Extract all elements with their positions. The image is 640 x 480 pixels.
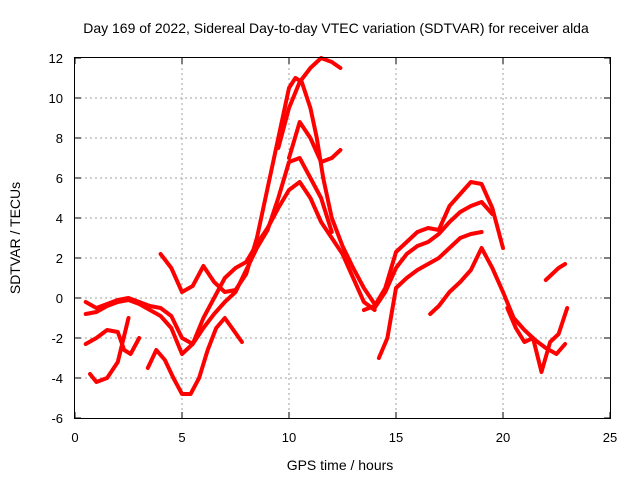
y-tick-label: 8 — [56, 131, 63, 146]
x-tick-label: 20 — [496, 430, 510, 445]
x-tick-label: 5 — [178, 430, 185, 445]
series-track-14 — [543, 262, 568, 282]
x-tick-label: 0 — [71, 430, 78, 445]
y-tick-label: 0 — [56, 291, 63, 306]
series-track-13 — [505, 306, 570, 374]
y-tick-label: 12 — [49, 51, 63, 66]
series-track-7 — [276, 56, 343, 150]
x-tick-label: 25 — [603, 430, 617, 445]
y-tick-label: -2 — [51, 331, 63, 346]
series-track-6 — [158, 76, 377, 306]
series-track-11 — [376, 230, 484, 360]
y-tick-label: 6 — [56, 171, 63, 186]
plot-frame — [74, 57, 611, 419]
y-tick-label: 10 — [49, 91, 63, 106]
y-tick-label: -4 — [51, 371, 63, 386]
y-tick-label: -6 — [51, 411, 63, 426]
series-track-12 — [428, 246, 568, 356]
grid — [75, 58, 610, 418]
series-track-4 — [88, 316, 131, 384]
x-tick-label: 15 — [389, 430, 403, 445]
y-tick-label: 4 — [56, 211, 63, 226]
y-tick-label: 2 — [56, 251, 63, 266]
y-axis-label: SDTVAR / TECUs — [7, 182, 23, 294]
data-series — [83, 56, 570, 396]
series-track-8 — [287, 120, 343, 164]
series-track-2 — [83, 156, 334, 356]
series-track-9 — [361, 180, 505, 312]
series-track-10 — [372, 200, 495, 310]
x-tick-label: 10 — [282, 430, 296, 445]
axis-ticks: 0 5 10 15 20 25 -6 -4 -2 0 2 4 6 8 10 12 — [49, 51, 618, 445]
series-track-3 — [83, 328, 142, 356]
series-track-5 — [145, 316, 244, 396]
chart-title: Day 169 of 2022, Sidereal Day-to-day VTE… — [83, 20, 589, 36]
x-axis-label: GPS time / hours — [287, 457, 394, 473]
